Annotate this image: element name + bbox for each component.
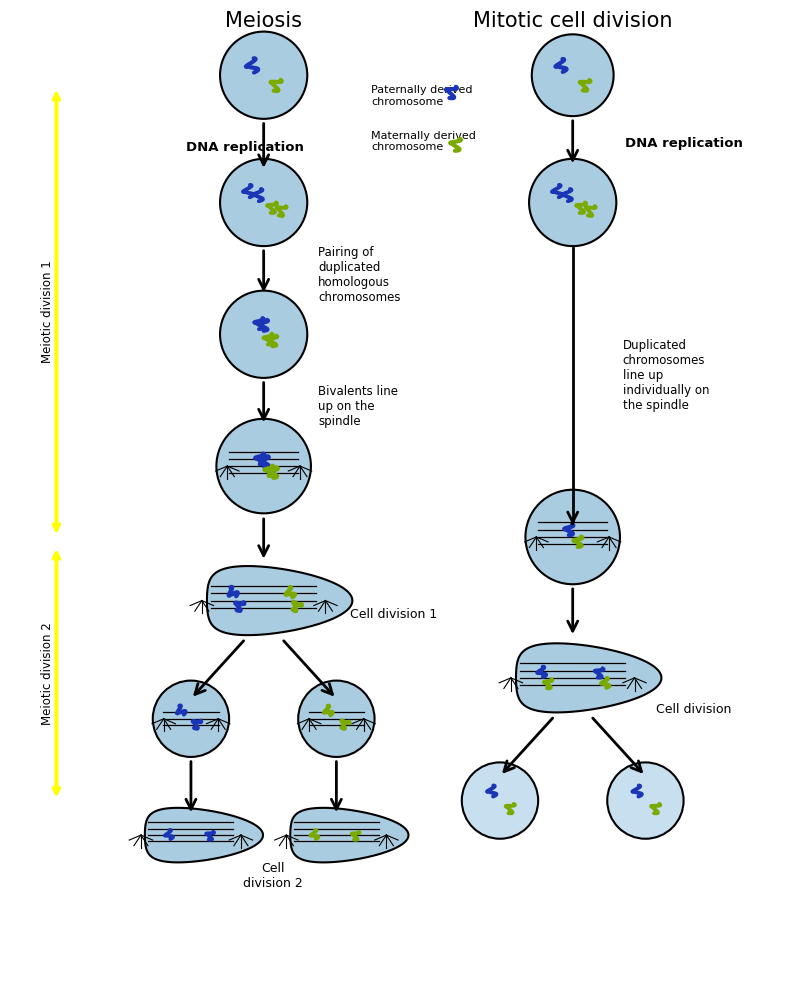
Text: Mitotic cell division: Mitotic cell division <box>473 11 673 31</box>
Text: Meiotic division 2: Meiotic division 2 <box>41 622 54 725</box>
Text: Paternally derived
chromosome: Paternally derived chromosome <box>371 85 473 107</box>
Text: Cell
division 2: Cell division 2 <box>243 862 302 890</box>
Circle shape <box>298 681 374 757</box>
Polygon shape <box>516 643 662 712</box>
Circle shape <box>342 923 412 992</box>
Circle shape <box>529 159 616 246</box>
Circle shape <box>526 490 620 584</box>
Circle shape <box>270 923 339 992</box>
Circle shape <box>216 419 311 513</box>
Circle shape <box>220 32 307 119</box>
Text: Pairing of
duplicated
homologous
chromosomes: Pairing of duplicated homologous chromos… <box>318 246 401 304</box>
Circle shape <box>111 923 180 992</box>
Polygon shape <box>207 566 352 635</box>
Text: Cell division 1: Cell division 1 <box>350 608 438 621</box>
Text: DNA replication: DNA replication <box>626 137 743 150</box>
Text: Cell division: Cell division <box>656 703 732 716</box>
Text: Meiosis: Meiosis <box>225 11 302 31</box>
Circle shape <box>607 762 683 839</box>
Circle shape <box>532 34 614 116</box>
Circle shape <box>220 159 307 246</box>
Text: Duplicated
chromosomes
line up
individually on
the spindle: Duplicated chromosomes line up individua… <box>622 339 709 412</box>
Polygon shape <box>145 808 263 862</box>
Text: Maternally derived
chromosome: Maternally derived chromosome <box>371 131 476 152</box>
Polygon shape <box>290 808 409 862</box>
Circle shape <box>179 923 248 992</box>
Text: Bivalents line
up on the
spindle: Bivalents line up on the spindle <box>318 385 398 428</box>
Circle shape <box>153 681 229 757</box>
Circle shape <box>220 291 307 378</box>
Text: Meiotic division 1: Meiotic division 1 <box>41 260 54 363</box>
Circle shape <box>462 762 538 839</box>
Text: DNA replication: DNA replication <box>186 141 304 154</box>
